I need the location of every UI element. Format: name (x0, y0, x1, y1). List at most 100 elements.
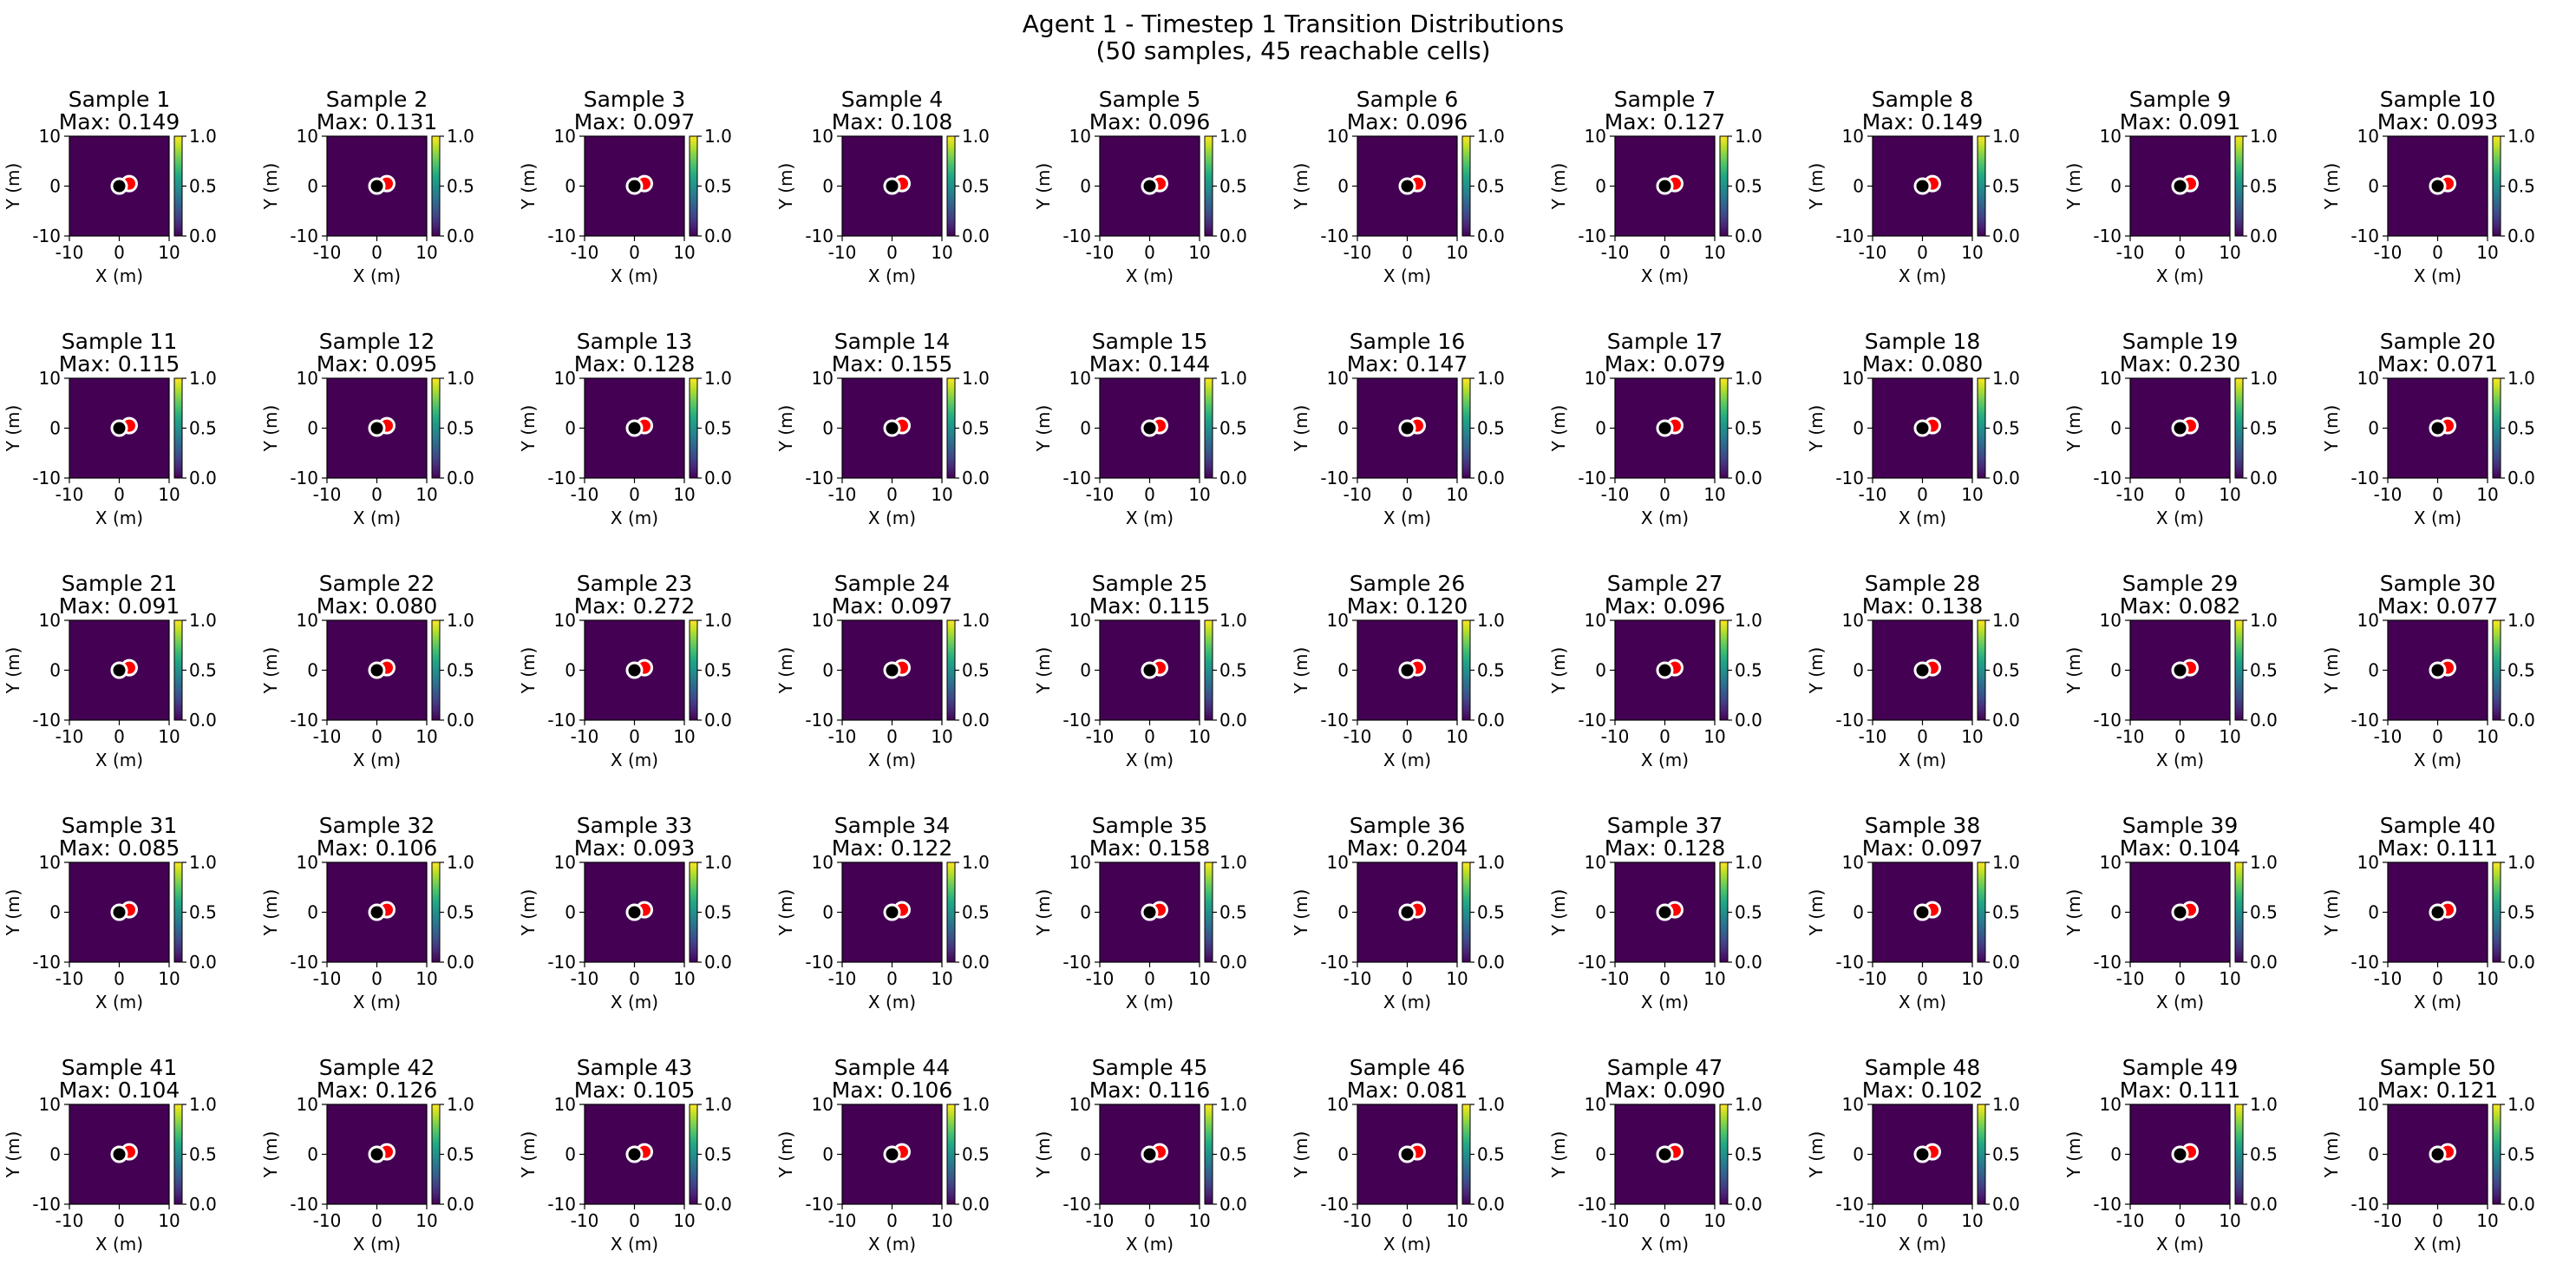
x-axis-label: X (m) (353, 508, 401, 528)
colorbar-tick-label: 1.0 (1992, 1094, 2020, 1115)
x-tick-label: 0 (1144, 968, 1155, 989)
colorbar-tick-label: 1.0 (2250, 610, 2278, 631)
x-tick-label: 10 (1446, 484, 1468, 505)
y-tick-label: 0 (49, 660, 61, 681)
y-tick-label: -10 (1578, 710, 1606, 730)
x-tick-label: -10 (313, 726, 342, 747)
x-tick-label: 10 (931, 1210, 952, 1231)
colorbar-tick-label: 0.5 (1477, 902, 1505, 923)
x-tick-label: 0 (1659, 484, 1670, 505)
colorbar (1719, 135, 1729, 237)
current-position-marker (1141, 177, 1159, 195)
current-position-marker (1913, 661, 1932, 679)
x-axis-label: X (m) (868, 992, 916, 1012)
y-tick-label: 10 (297, 610, 318, 631)
y-axis-label: Y (m) (260, 889, 281, 937)
panel-title: Sample 11 (62, 329, 178, 354)
colorbar (1204, 619, 1213, 721)
colorbar (1204, 1104, 1213, 1205)
x-tick-label: 10 (158, 968, 180, 989)
current-position-marker (2429, 177, 2447, 195)
colorbar-tick-label: 0.0 (2507, 710, 2535, 730)
colorbar-tick-label: 0.0 (2250, 468, 2278, 488)
panel-title: Sample 5 (1099, 87, 1201, 112)
y-tick-label: 10 (1069, 1094, 1091, 1115)
colorbar (431, 862, 441, 963)
colorbar-tick-label: 1.0 (447, 126, 474, 147)
colorbar-tick-label: 0.5 (2507, 418, 2535, 439)
y-tick-label: -10 (2350, 710, 2379, 730)
y-tick-label: -10 (1320, 226, 1349, 246)
current-position-marker (1656, 661, 1674, 679)
x-tick-label: 10 (1188, 726, 1210, 747)
x-tick-label: 10 (1446, 1210, 1468, 1231)
y-tick-label: 0 (1337, 418, 1349, 439)
colorbar-tick-label: 0.0 (704, 468, 732, 488)
colorbar-tick-label: 0.0 (704, 226, 732, 246)
current-position-marker (2171, 177, 2189, 195)
x-tick-label: 10 (1961, 242, 1983, 263)
current-position-marker (1398, 177, 1416, 195)
y-axis-label: Y (m) (1291, 1131, 1311, 1179)
y-tick-label: -10 (547, 468, 576, 488)
x-tick-label: -10 (313, 1210, 342, 1231)
colorbar-tick-label: 1.0 (704, 1094, 732, 1115)
x-tick-label: -10 (2116, 968, 2145, 989)
x-tick-label: -10 (1601, 484, 1630, 505)
y-tick-label: -10 (2093, 1194, 2122, 1215)
x-axis-label: X (m) (1899, 1234, 1946, 1255)
colorbar-tick-label: 1.0 (962, 368, 990, 389)
x-tick-label: 0 (629, 242, 640, 263)
x-axis-label: X (m) (1126, 265, 1174, 286)
y-tick-label: 0 (307, 176, 318, 197)
x-tick-label: 0 (371, 726, 382, 747)
y-axis-label: Y (m) (1548, 647, 1569, 695)
x-axis-label: X (m) (1126, 750, 1174, 770)
x-axis-label: X (m) (2156, 265, 2204, 286)
x-tick-label: -10 (1086, 726, 1115, 747)
panel-max-label: Max: 0.106 (832, 1078, 953, 1103)
y-tick-label: -10 (547, 226, 576, 246)
colorbar-tick-label: 1.0 (1992, 610, 2020, 631)
colorbar-tick-label: 1.0 (962, 126, 990, 147)
colorbar (689, 135, 698, 237)
y-axis-label: Y (m) (1806, 163, 1827, 211)
y-tick-label: -10 (1835, 468, 1864, 488)
y-tick-label: 10 (39, 1094, 61, 1115)
x-tick-label: -10 (1344, 1210, 1372, 1231)
x-tick-label: 10 (1446, 968, 1468, 989)
colorbar-tick-label: 0.0 (2250, 952, 2278, 973)
x-tick-label: 10 (1703, 968, 1725, 989)
current-position-marker (2429, 903, 2447, 921)
y-tick-label: 10 (1327, 126, 1349, 147)
colorbar-tick-label: 1.0 (189, 610, 217, 631)
colorbar-tick-label: 1.0 (704, 368, 732, 389)
panel-max-label: Max: 0.081 (1347, 1078, 1468, 1103)
colorbar-tick-label: 0.0 (1992, 952, 2020, 973)
colorbar (2234, 377, 2244, 479)
colorbar-tick-label: 1.0 (962, 1094, 990, 1115)
y-tick-label: 0 (565, 418, 576, 439)
colorbar (2234, 619, 2244, 721)
panel-title: Sample 29 (2122, 571, 2239, 596)
y-axis-label: Y (m) (518, 1131, 539, 1179)
colorbar-tick-label: 0.5 (447, 176, 474, 197)
x-tick-label: 0 (1659, 726, 1670, 747)
y-axis-label: Y (m) (1548, 163, 1569, 211)
x-tick-label: -10 (1601, 726, 1630, 747)
colorbar-tick-label: 0.5 (447, 660, 474, 681)
panel-max-label: Max: 0.158 (1089, 835, 1211, 861)
colorbar-tick-label: 0.5 (2507, 660, 2535, 681)
x-axis-label: X (m) (868, 1234, 916, 1255)
colorbar-tick-label: 0.5 (2507, 902, 2535, 923)
y-tick-label: 10 (39, 852, 61, 873)
colorbar-tick-label: 0.0 (962, 1194, 990, 1215)
